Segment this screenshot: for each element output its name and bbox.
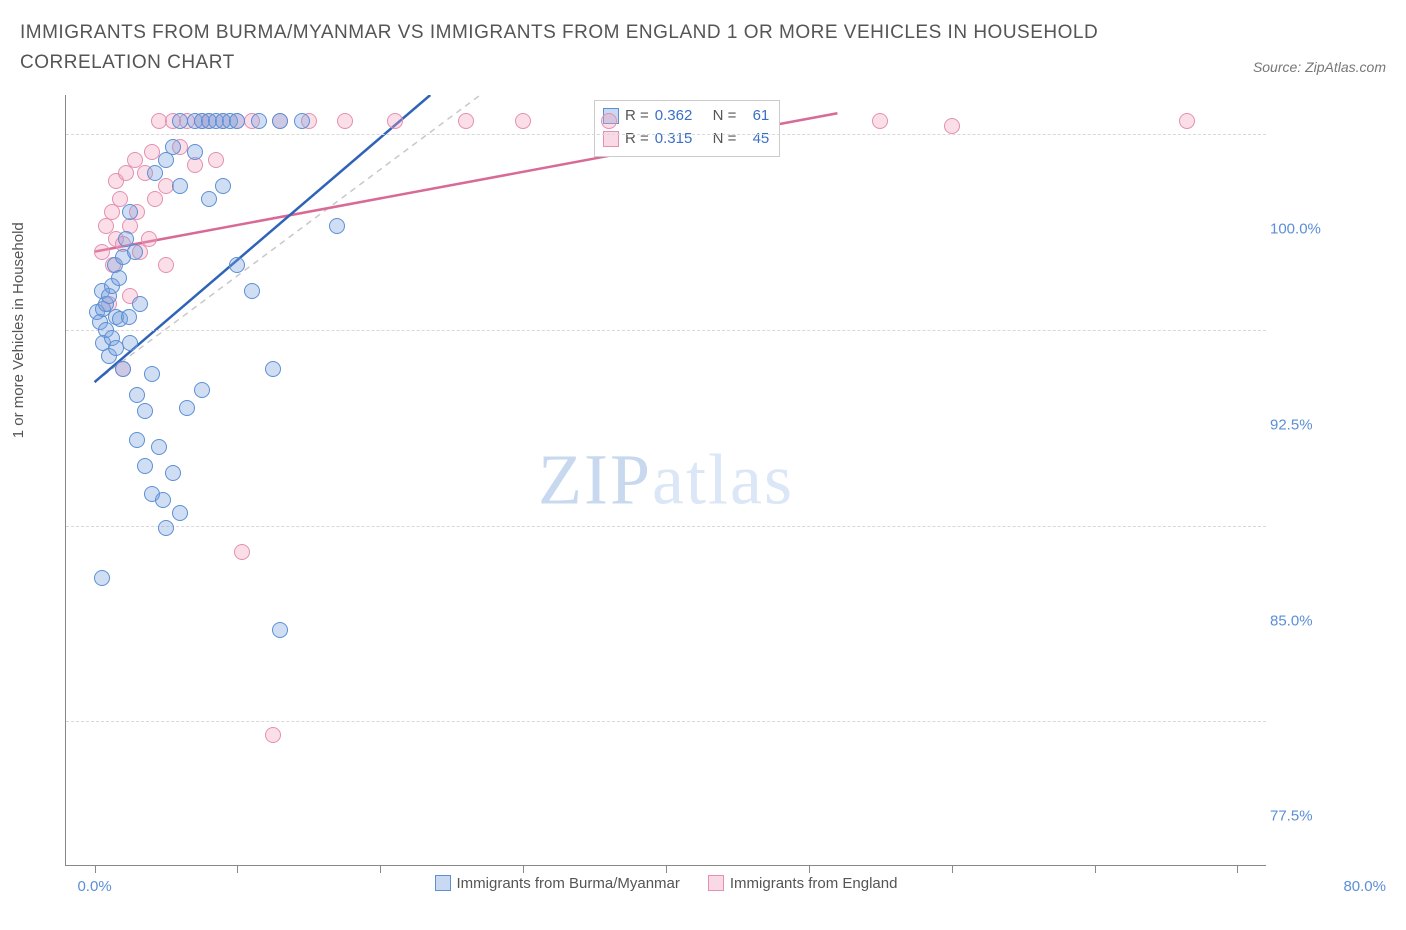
point-england [601,113,617,129]
point-burma [144,366,160,382]
point-burma [121,309,137,325]
stats-row: R =0.315 N = 45 [603,128,769,151]
point-burma [172,178,188,194]
point-burma [129,432,145,448]
point-burma [172,505,188,521]
watermark: ZIPatlas [538,439,794,522]
point-burma [201,191,217,207]
point-burma [229,257,245,273]
point-burma [272,622,288,638]
x-tick [1095,865,1096,873]
point-england [141,231,157,247]
point-burma [329,218,345,234]
x-tick [237,865,238,873]
chart-container: 1 or more Vehicles in Household ZIPatlas… [20,95,1386,910]
swatch-blue [435,875,451,891]
point-burma [194,382,210,398]
x-tick [95,865,96,873]
x-range-right: 80.0% [1343,878,1386,895]
point-burma [122,335,138,351]
point-burma [179,400,195,416]
point-burma [129,387,145,403]
legend-item: Immigrants from England [708,875,898,892]
point-england [208,152,224,168]
point-england [458,113,474,129]
series-legend: Immigrants from Burma/Myanmar Immigrants … [66,875,1266,896]
point-burma [251,113,267,129]
x-tick [952,865,953,873]
swatch-pink [603,131,619,147]
point-england [265,727,281,743]
point-burma [187,144,203,160]
point-burma [229,113,245,129]
point-burma [147,165,163,181]
legend-item: Immigrants from Burma/Myanmar [435,875,680,892]
point-burma [111,270,127,286]
plot-area: ZIPatlas R =0.362 N = 61R =0.315 N = 45 … [65,95,1266,866]
x-tick [523,865,524,873]
point-burma [151,439,167,455]
point-england [94,244,110,260]
point-england [944,118,960,134]
y-tick-label: 77.5% [1270,808,1313,825]
point-burma [127,244,143,260]
source-label: Source: ZipAtlas.com [1253,59,1386,79]
point-burma [137,403,153,419]
chart-title: IMMIGRANTS FROM BURMA/MYANMAR VS IMMIGRA… [20,18,1120,79]
point-burma [215,178,231,194]
point-england [872,113,888,129]
point-england [158,257,174,273]
gridline-h [66,330,1266,331]
x-tick [666,865,667,873]
point-burma [265,361,281,377]
swatch-pink [708,875,724,891]
point-burma [137,458,153,474]
gridline-h [66,134,1266,135]
point-burma [122,204,138,220]
point-burma [294,113,310,129]
x-tick [1237,865,1238,873]
point-burma [244,283,260,299]
y-tick-label: 85.0% [1270,612,1313,629]
gridline-h [66,721,1266,722]
point-england [337,113,353,129]
y-tick-label: 100.0% [1270,221,1321,238]
point-burma [158,520,174,536]
point-england [234,544,250,560]
x-range-left: 0.0% [77,878,111,895]
point-england [387,113,403,129]
point-england [147,191,163,207]
stats-row: R =0.362 N = 61 [603,105,769,128]
y-axis-title: 1 or more Vehicles in Household [10,222,27,438]
point-burma [94,570,110,586]
point-burma [115,361,131,377]
point-burma [272,113,288,129]
point-burma [155,492,171,508]
point-burma [165,465,181,481]
point-england [515,113,531,129]
x-tick [380,865,381,873]
y-tick-label: 92.5% [1270,416,1313,433]
point-burma [165,139,181,155]
point-burma [132,296,148,312]
stats-legend: R =0.362 N = 61R =0.315 N = 45 [594,100,780,157]
x-tick [809,865,810,873]
trend-lines [66,95,1266,865]
point-england [1179,113,1195,129]
gridline-h [66,526,1266,527]
